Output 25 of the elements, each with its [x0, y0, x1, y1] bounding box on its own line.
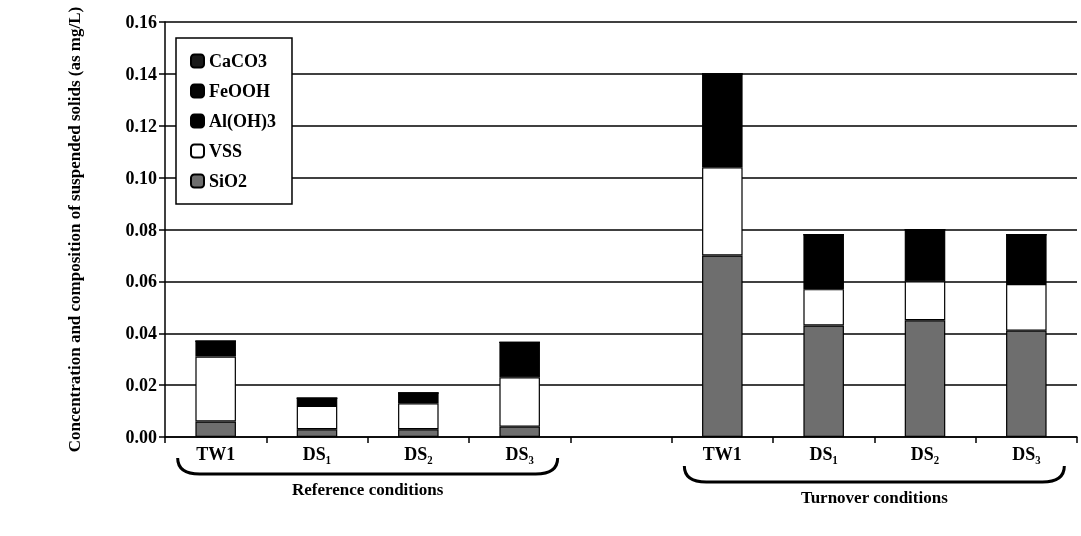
x-tick-label: DS₂	[404, 444, 433, 464]
y-tick-label: 0.12	[125, 115, 157, 136]
x-tick-label: DS₃	[1012, 444, 1042, 464]
x-tick-label: DS₁	[302, 444, 332, 464]
y-tick-label: 0.16	[125, 12, 157, 32]
x-tick-label: TW1	[702, 444, 742, 464]
x-tick-label: DS₃	[505, 444, 535, 464]
legend-label: VSS	[209, 141, 243, 161]
y-tick-label: 0.14	[125, 63, 157, 84]
y-axis-title: Concentration and composition of suspended solids (as mg/L)	[65, 6, 84, 453]
y-tick-label: 0.08	[125, 219, 157, 240]
y-tick-label: 0.00	[125, 427, 157, 447]
x-tick-label: DS₁	[809, 444, 838, 464]
y-tick-label: 0.02	[125, 375, 157, 396]
legend-label: SiO2	[209, 171, 248, 191]
text: Turnover conditions	[800, 488, 948, 508]
legend-label: Al(OH)3	[209, 111, 276, 132]
y-tick-label: 0.06	[125, 271, 157, 292]
legend-label: CaCO3	[209, 51, 267, 71]
legend-label: FeOOH	[209, 81, 270, 101]
y-tick-label: 0.04	[125, 323, 157, 344]
x-tick-label: DS₂	[910, 444, 940, 464]
x-tick-label: TW1	[196, 444, 236, 464]
text: Reference conditions	[292, 480, 444, 500]
y-tick-label: 0.10	[125, 167, 157, 188]
